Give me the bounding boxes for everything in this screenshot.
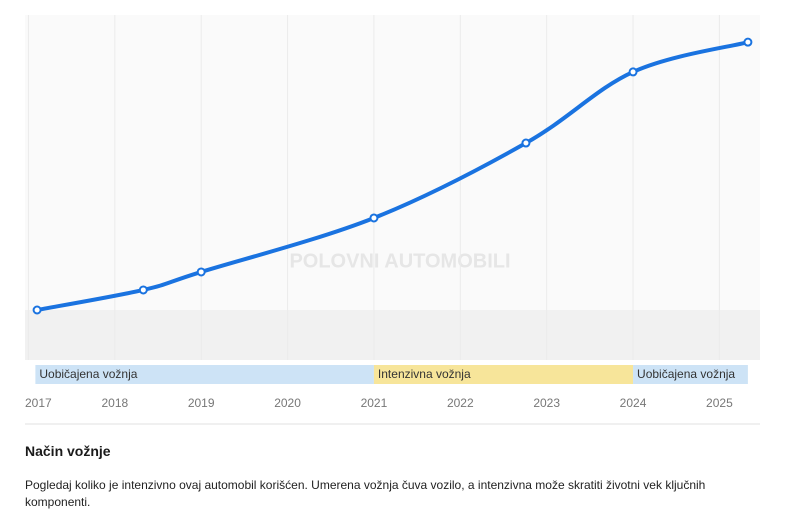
x-tick-label: 2023 xyxy=(533,396,560,410)
point xyxy=(628,67,638,77)
x-tick-label: 2024 xyxy=(620,396,647,410)
driving-band xyxy=(373,365,634,384)
point xyxy=(196,267,206,277)
chart: POLOVNI AUTOMOBILI 2017 2018 2019 2020 2021 2… xyxy=(25,15,760,425)
point xyxy=(32,305,42,315)
x-tick-label: 2025 xyxy=(706,396,733,410)
band-label: Uobičajena vožnja xyxy=(39,367,137,381)
x-tick-label: 2019 xyxy=(188,396,215,410)
point xyxy=(369,213,379,223)
x-tick-label: 2018 xyxy=(101,396,128,410)
baseline-area xyxy=(25,310,760,360)
band-label: Intenzivna vožnja xyxy=(378,367,471,381)
point xyxy=(521,138,531,148)
point xyxy=(138,285,148,295)
x-tick-label: 2017 xyxy=(25,396,52,410)
x-tick-label: 2022 xyxy=(447,396,474,410)
band-label: Uobičajena vožnja xyxy=(637,367,735,381)
point xyxy=(743,37,753,47)
driving-band xyxy=(633,365,748,384)
section-title: Način vožnje xyxy=(25,443,111,459)
x-tick-label: 2021 xyxy=(361,396,388,410)
driving-band xyxy=(35,365,374,384)
section-text: Pogledaj koliko je intenzivno ovaj autom… xyxy=(25,478,706,509)
watermark: POLOVNI AUTOMOBILI xyxy=(289,250,510,272)
x-tick-label: 2020 xyxy=(274,396,301,410)
